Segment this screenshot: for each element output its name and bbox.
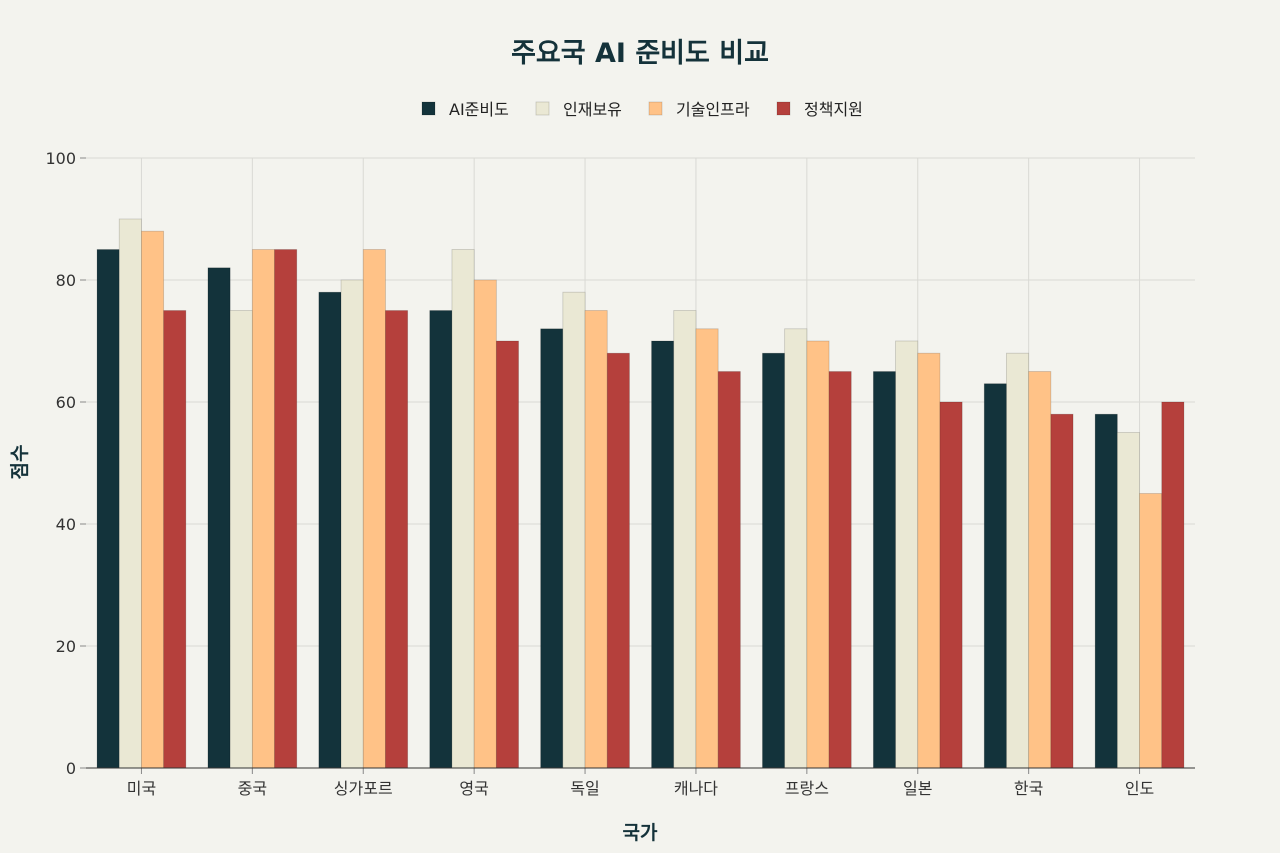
bar-1-2: [207, 267, 231, 769]
bar-2-2: [229, 310, 253, 769]
bar-4-10: [1161, 401, 1185, 769]
bar-1-1: [96, 249, 120, 769]
axes: 0 20 40 60 80 100 미국 중국 싱가포르 영국 독일 캐나다 프랑스 일본 한국 인도: [45, 149, 1195, 798]
x-tick-label: 독일: [570, 779, 599, 798]
x-tick-label: 미국: [127, 779, 156, 798]
bar-2-5: [562, 291, 586, 769]
legend: AI준비도 인재보유 기술인프라 정책지원: [421, 100, 863, 119]
bar-1-6: [651, 340, 675, 769]
bar-1-9: [983, 383, 1007, 769]
legend-label: AI준비도: [449, 100, 509, 119]
bar-3-4: [473, 279, 497, 769]
y-tick-label: 80: [56, 271, 76, 290]
bar-3-3: [362, 249, 386, 769]
bar-4-5: [606, 352, 630, 769]
bar-3-2: [251, 249, 275, 769]
bar-2-4: [451, 249, 475, 769]
bar-3-10: [1139, 493, 1163, 769]
x-tick-label: 싱가포르: [334, 779, 393, 798]
y-tick-label: 100: [45, 149, 76, 168]
bar-1-10: [1094, 413, 1118, 769]
bar-2-1: [118, 218, 142, 769]
bar-3-5: [584, 310, 608, 769]
bar-2-6: [673, 310, 697, 769]
y-tick-label: 0: [66, 759, 76, 778]
x-tick-label: 프랑스: [785, 779, 829, 798]
bar-4-6: [717, 371, 741, 769]
x-tick-label: 영국: [459, 779, 488, 798]
y-tick-label: 60: [56, 393, 76, 412]
legend-label: 기술인프라: [676, 100, 750, 119]
bars: [96, 218, 1185, 769]
bar-1-8: [872, 371, 896, 769]
x-tick-label: 한국: [1014, 779, 1043, 798]
bar-4-9: [1050, 413, 1074, 769]
y-tick-label: 40: [56, 515, 76, 534]
x-tick-label: 캐나다: [674, 779, 718, 798]
bar-1-3: [318, 291, 342, 769]
bar-3-9: [1028, 371, 1052, 769]
bar-2-8: [895, 340, 919, 769]
bar-3-7: [806, 340, 830, 769]
legend-swatch: [421, 101, 436, 116]
x-tick-label: 일본: [903, 779, 932, 798]
bar-3-6: [695, 328, 719, 769]
legend-swatch: [776, 101, 791, 116]
bar-4-7: [828, 371, 852, 769]
y-tick-label: 20: [56, 637, 76, 656]
x-tick-label: 중국: [238, 779, 267, 798]
bar-3-8: [917, 352, 941, 769]
bar-2-10: [1116, 432, 1140, 769]
bar-2-7: [784, 328, 808, 769]
legend-label: 정책지원: [804, 100, 863, 119]
legend-swatch: [535, 101, 550, 116]
bar-1-5: [540, 328, 564, 769]
bar-1-7: [762, 352, 786, 769]
legend-label: 인재보유: [563, 100, 622, 119]
bar-4-3: [385, 310, 409, 769]
bar-4-8: [939, 401, 963, 769]
bar-2-9: [1006, 352, 1030, 769]
bar-4-2: [274, 249, 298, 769]
x-axis-title: 국가: [623, 822, 658, 844]
chart-title: 주요국 AI 준비도 비교: [511, 38, 769, 69]
y-axis-title: 점수: [9, 445, 31, 480]
legend-swatch: [648, 101, 663, 116]
bar-4-4: [495, 340, 519, 769]
bar-3-1: [141, 230, 165, 769]
bar-1-4: [429, 310, 453, 769]
bar-2-3: [340, 279, 364, 769]
bar-4-1: [163, 310, 187, 769]
x-tick-label: 인도: [1125, 779, 1154, 798]
